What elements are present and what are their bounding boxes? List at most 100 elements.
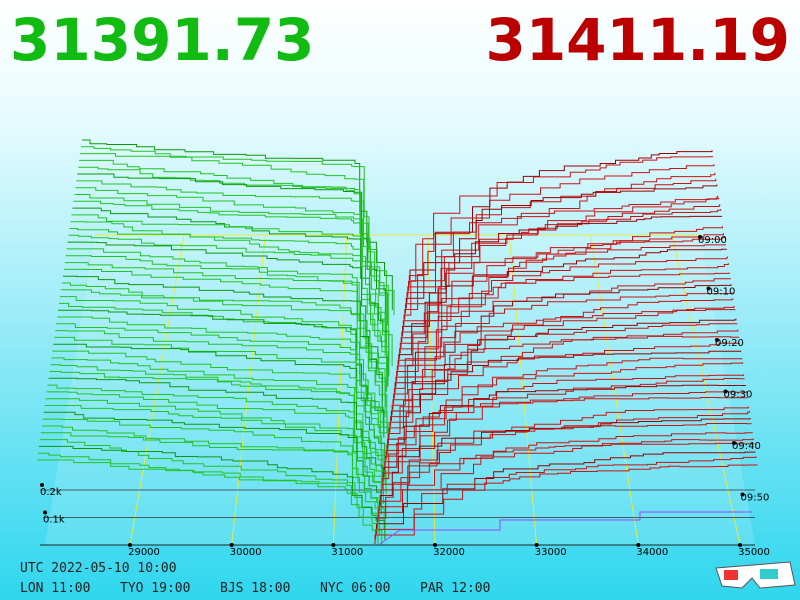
grid-line [508, 234, 538, 546]
ask-line [408, 164, 715, 292]
bid-line [75, 187, 388, 346]
bid-line [65, 255, 386, 397]
bid-line [43, 411, 382, 515]
ask-line [391, 309, 736, 416]
ask-line [374, 464, 758, 544]
ask-line [384, 378, 745, 472]
ask-line [401, 226, 723, 342]
bid-line [78, 166, 390, 331]
ask-line [393, 298, 734, 404]
tick-dot [534, 543, 539, 547]
bid-line [48, 377, 383, 489]
bid-line [56, 323, 389, 448]
time-dot [740, 492, 745, 497]
ask-line [376, 442, 755, 529]
bid-line [63, 268, 387, 408]
bid-line [67, 241, 389, 387]
ask-line [402, 215, 723, 337]
bid-line [38, 445, 386, 540]
bid-line [74, 194, 387, 351]
bid-line [54, 336, 389, 459]
depth-tick-label: 0.1k [43, 515, 65, 526]
ask-price: 31411.19 [485, 6, 790, 74]
tick-dot [636, 543, 641, 547]
bid-line [70, 221, 388, 372]
zone-time: TYO 19:00 [120, 581, 190, 596]
ask-line [380, 410, 750, 500]
bid-line [37, 459, 383, 544]
ask-line [408, 156, 713, 286]
ask-line [376, 451, 756, 534]
bid-line [47, 384, 387, 494]
bid-line [81, 146, 395, 316]
ask-line [377, 438, 754, 523]
bid-line [49, 371, 386, 484]
ask-line [397, 256, 728, 371]
ask-line [399, 244, 726, 359]
price-tick-label: 31000 [331, 547, 363, 558]
ask-line [382, 391, 747, 483]
bid-line [71, 214, 393, 367]
grid-line [671, 234, 741, 546]
ask-line [381, 397, 748, 489]
ask-line [409, 150, 713, 280]
bid-line [60, 296, 384, 428]
ask-line [388, 335, 740, 438]
bid-line [45, 398, 384, 505]
bid-line [82, 139, 393, 310]
bid-line [39, 439, 381, 535]
bid-line [73, 200, 386, 356]
time-dot [698, 235, 702, 239]
ask-line [375, 456, 757, 540]
time-tick-label: 09:50 [741, 493, 770, 504]
zone-time: PAR 12:00 [420, 581, 490, 596]
time-tick-label: 09:10 [707, 287, 736, 298]
bid-line [50, 364, 386, 479]
floor [45, 235, 755, 545]
ask-line [393, 292, 733, 399]
glasses-icon [715, 561, 796, 589]
ask-line [384, 374, 745, 467]
ask-line [403, 204, 721, 326]
ask-line [400, 233, 724, 348]
ask-line [396, 272, 730, 382]
time-tick-label: 09:40 [732, 441, 761, 452]
bid-line [57, 316, 382, 443]
time-tick-label: 09:30 [724, 390, 753, 401]
zone-time: NYC 06:00 [320, 581, 390, 596]
bid-line [40, 432, 385, 530]
grid-line [332, 234, 348, 546]
ask-line [385, 362, 744, 461]
time-tick-label: 09:20 [715, 338, 744, 349]
bid-line [51, 357, 384, 474]
tick-dot [433, 543, 437, 547]
ask-line [387, 350, 742, 450]
tick-dot [331, 543, 336, 547]
bid-line [68, 234, 389, 382]
ask-line [396, 263, 729, 376]
time-dot [715, 338, 719, 342]
bid-line [61, 282, 386, 418]
bid-line [46, 391, 383, 499]
bid-line [72, 207, 390, 362]
utc-time: UTC 2022-05-10 10:00 [20, 561, 177, 576]
bid-line [38, 452, 379, 544]
price-tick-label: 33000 [535, 547, 567, 558]
bid-line [41, 425, 379, 525]
time-dot [706, 286, 711, 291]
depth-dot [40, 483, 44, 487]
price-tick-label: 30000 [230, 547, 262, 558]
price-tick-label: 32000 [433, 547, 465, 558]
zone-time: BJS 18:00 [220, 581, 290, 596]
ask-line [399, 236, 725, 354]
bid-line [79, 159, 388, 326]
grid-line [590, 234, 639, 546]
tick-dot [229, 543, 234, 547]
depth-tick-label: 0.2k [40, 487, 62, 498]
ask-line [387, 342, 740, 444]
bid-line [77, 173, 386, 336]
ask-line [378, 432, 753, 517]
time-dot [723, 389, 728, 394]
